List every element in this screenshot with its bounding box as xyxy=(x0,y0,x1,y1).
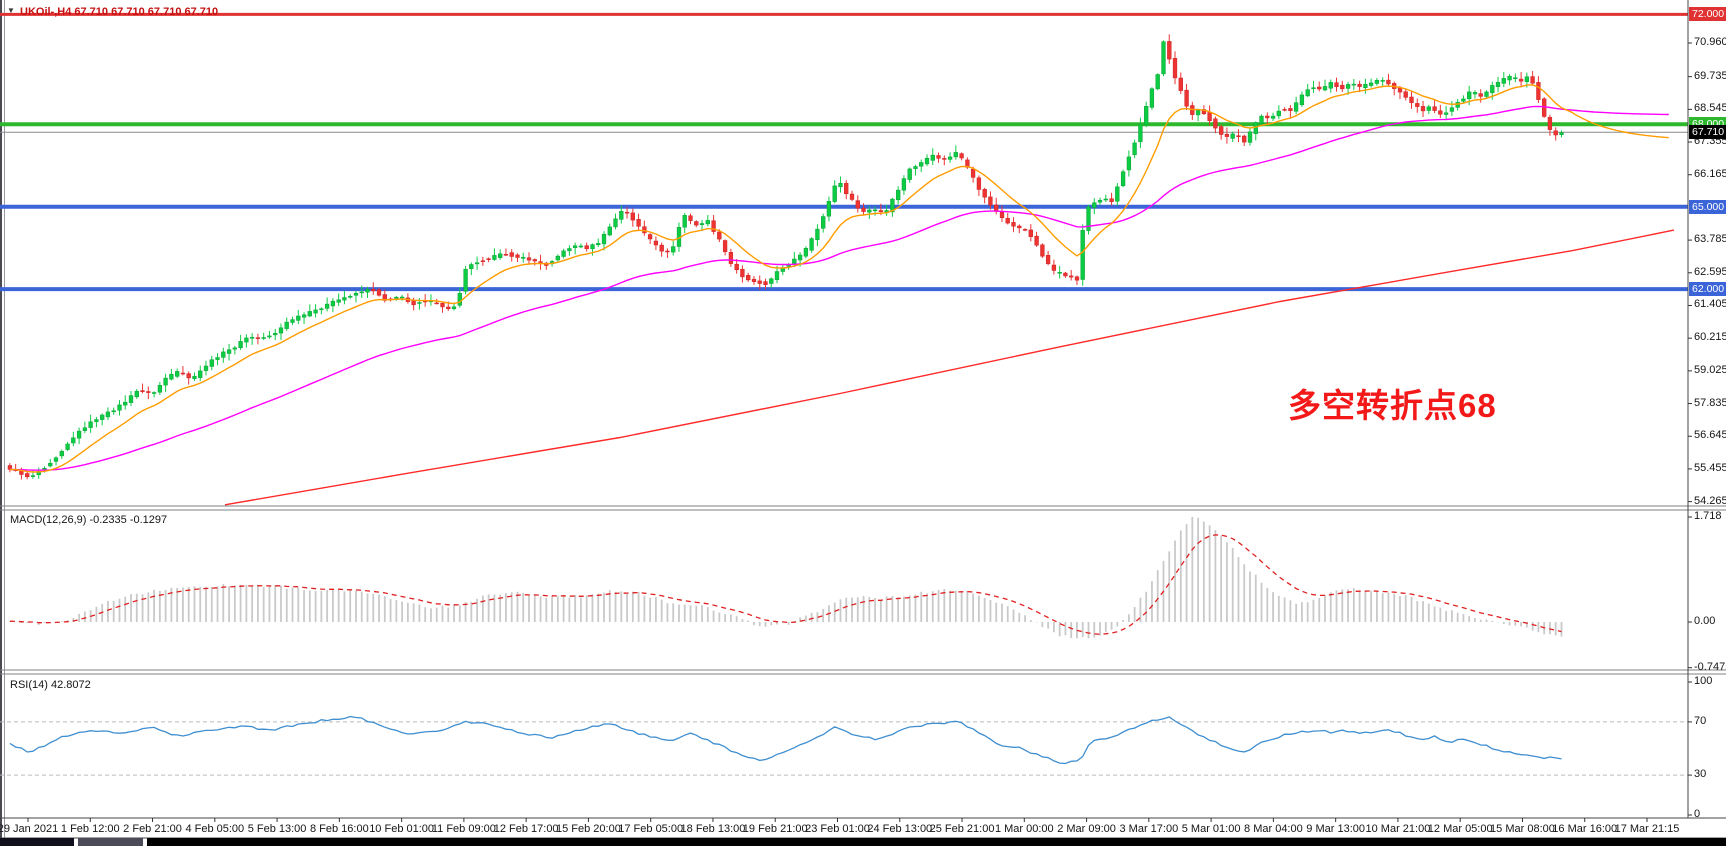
bottom-bar-segment xyxy=(78,838,143,846)
price-tick-label: 70.960 xyxy=(1694,36,1726,48)
date-tick-label: 17 Mar 21:15 xyxy=(1614,823,1680,835)
date-tick-label: 10 Mar 21:00 xyxy=(1365,823,1431,835)
price-level-badge: 72.000 xyxy=(1689,7,1726,22)
date-tick-label: 1 Mar 00:00 xyxy=(994,823,1054,835)
window-left-border xyxy=(0,0,2,846)
date-tick-label: 18 Feb 13:00 xyxy=(680,823,746,835)
price-level-badge: 62.000 xyxy=(1689,282,1726,297)
date-tick-label: 10 Feb 01:00 xyxy=(369,823,435,835)
date-tick-label: 5 Feb 13:00 xyxy=(247,823,307,835)
rsi-tick-label: 0 xyxy=(1694,808,1701,820)
price-tick-label: 69.735 xyxy=(1694,69,1726,82)
date-tick-label: 15 Feb 20:00 xyxy=(556,823,621,835)
date-tick-label: 23 Feb 01:00 xyxy=(805,823,870,835)
date-tick-label: 8 Feb 16:00 xyxy=(309,823,369,835)
current-price-badge: 67.710 xyxy=(1689,125,1726,140)
date-tick-label: 3 Mar 17:00 xyxy=(1119,823,1179,835)
price-tick-label: 68.545 xyxy=(1694,102,1726,115)
chart-annotation-text: 多空转折点68 xyxy=(1288,387,1497,424)
price-tick-label: 61.405 xyxy=(1694,298,1726,311)
date-tick-label: 19 Feb 21:00 xyxy=(742,823,808,835)
date-tick-label: 8 Mar 04:00 xyxy=(1244,823,1303,835)
bottom-bar-segment xyxy=(0,838,74,846)
date-tick-label: 12 Feb 17:00 xyxy=(493,823,559,835)
symbol-ohlc-title: UKOil-,H4 67.710 67.710 67.710 67.710 xyxy=(20,6,219,18)
date-tick-label: 16 Mar 16:00 xyxy=(1552,823,1618,835)
price-tick-label: 62.595 xyxy=(1694,265,1726,278)
date-tick-label: 5 Mar 01:00 xyxy=(1181,823,1241,835)
rsi-tick-label: 100 xyxy=(1694,675,1713,687)
price-tick-label: 57.835 xyxy=(1694,396,1726,409)
macd-indicator-label: MACD(12,26,9) -0.2335 -0.1297 xyxy=(10,514,168,526)
price-tick-label: 63.785 xyxy=(1694,233,1726,246)
date-tick-label: 12 Mar 05:00 xyxy=(1427,823,1493,835)
rsi-indicator-label: RSI(14) 42.8072 xyxy=(10,679,91,691)
rsi-tick-label: 30 xyxy=(1694,768,1707,781)
bottom-bar-segment xyxy=(147,838,1726,846)
rsi-tick-label: 70 xyxy=(1694,714,1707,727)
macd-tick-label: 1.718 xyxy=(1694,510,1722,523)
macd-tick-label: 0.00 xyxy=(1694,615,1716,627)
price-tick-label: 60.215 xyxy=(1694,331,1726,344)
date-tick-label: 2 Feb 21:00 xyxy=(123,823,182,835)
price-tick-label: 56.645 xyxy=(1694,429,1726,442)
date-tick-label: 25 Feb 21:00 xyxy=(929,823,995,835)
date-tick-label: 1 Feb 12:00 xyxy=(60,823,120,835)
chevron-down-icon[interactable]: ▼ xyxy=(7,6,15,15)
date-tick-label: 24 Feb 13:00 xyxy=(867,823,933,835)
date-tick-label: 29 Jan 2021 xyxy=(0,823,59,835)
price-tick-label: 59.025 xyxy=(1694,363,1726,376)
price-level-badge: 65.000 xyxy=(1689,199,1726,214)
macd-tick-label: -0.7475 xyxy=(1694,660,1726,673)
date-tick-label: 17 Feb 05:00 xyxy=(618,823,684,835)
date-tick-label: 4 Feb 05:00 xyxy=(185,823,245,835)
date-tick-label: 2 Mar 09:00 xyxy=(1057,823,1116,835)
price-tick-label: 66.165 xyxy=(1694,167,1726,180)
date-tick-label: 15 Mar 08:00 xyxy=(1490,823,1555,835)
date-tick-label: 11 Feb 09:00 xyxy=(431,823,496,835)
date-tick-label: 9 Mar 13:00 xyxy=(1306,823,1365,835)
price-tick-label: 54.265 xyxy=(1694,494,1726,507)
price-tick-label: 55.455 xyxy=(1694,461,1726,474)
window-left-border-inner xyxy=(4,0,5,846)
